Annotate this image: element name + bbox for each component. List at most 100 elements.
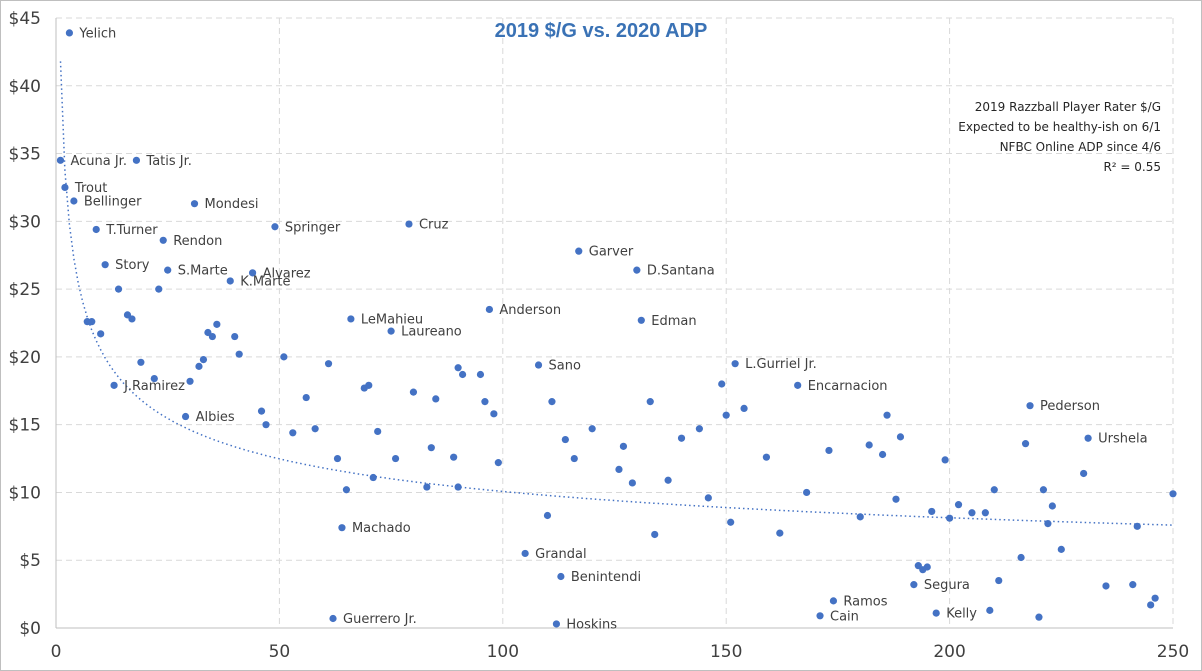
data-point (338, 524, 346, 532)
y-tick-label: $45 (9, 9, 41, 29)
data-point (995, 576, 1003, 585)
data-point (722, 411, 730, 419)
point-label: Kelly (946, 607, 977, 622)
data-point (387, 327, 395, 335)
point-label: Edman (651, 314, 696, 329)
data-point (570, 454, 578, 463)
data-point (521, 549, 529, 558)
point-label: Cruz (419, 218, 449, 233)
axes: $0 $5 $10 $15 $20 $25 $30 $35 $40 $45 0 50 100 150 200… (9, 9, 1190, 662)
data-point (628, 479, 636, 487)
data-point (704, 494, 712, 502)
data-point (97, 330, 105, 338)
data-point (816, 612, 824, 620)
point-label: Alvarez (263, 266, 311, 281)
data-point (954, 501, 963, 509)
point-label: Albies (196, 410, 235, 425)
data-points (56, 29, 1177, 628)
point-label: LeMahieu (361, 312, 423, 327)
data-point (56, 156, 65, 164)
point-label: Anderson (499, 303, 561, 318)
data-point (731, 360, 739, 368)
data-point (619, 442, 628, 450)
x-tick-label: 150 (710, 642, 742, 662)
point-label: Grandal (535, 547, 586, 562)
data-point (981, 509, 989, 517)
data-point (280, 353, 288, 361)
y-tick-label: $40 (9, 77, 41, 97)
data-point (1048, 502, 1056, 510)
data-point (856, 513, 864, 521)
data-point (637, 316, 645, 324)
data-point (1129, 581, 1137, 589)
data-point (289, 429, 297, 437)
chart-note: Expected to be healthy-ish on 6/1 (958, 120, 1161, 134)
data-point (65, 29, 74, 37)
data-point (794, 381, 802, 389)
point-label: D.Santana (647, 264, 715, 279)
data-point (928, 507, 936, 516)
data-point (454, 483, 462, 491)
data-point (575, 247, 583, 255)
point-label: Acuna Jr. (70, 154, 127, 169)
data-point (1057, 545, 1065, 553)
x-tick-label: 100 (487, 642, 519, 662)
data-point (311, 425, 319, 433)
data-point (651, 530, 659, 539)
point-label: Hoskins (566, 617, 617, 632)
gridlines (56, 17, 1174, 628)
data-point (155, 285, 163, 293)
data-point (226, 277, 234, 285)
data-point (865, 441, 873, 449)
data-point (432, 395, 440, 403)
point-label: Encarnacion (808, 379, 888, 394)
point-label: J.Ramirez (123, 379, 185, 394)
data-point (329, 614, 337, 623)
data-point (664, 476, 672, 484)
data-point (919, 566, 927, 574)
data-point (231, 332, 239, 341)
y-tick-label: $0 (19, 619, 41, 639)
data-point (186, 377, 194, 385)
point-label: T.Turner (105, 223, 158, 238)
data-point (588, 425, 596, 433)
point-label: Yelich (78, 26, 116, 41)
data-point (485, 305, 493, 314)
data-point (896, 433, 905, 441)
data-point (423, 483, 431, 491)
y-tick-label: $15 (9, 416, 41, 436)
x-tick-label: 0 (51, 642, 62, 662)
data-point (271, 223, 279, 231)
chart-notes: 2019 Razzball Player Rater $/G Expected t… (958, 100, 1161, 174)
data-point (615, 465, 623, 473)
data-point (208, 332, 216, 341)
data-point (1080, 469, 1088, 478)
data-point (159, 236, 167, 244)
point-label: Benintendi (571, 570, 641, 585)
data-point (946, 514, 954, 522)
point-label: Machado (352, 521, 411, 536)
data-point (878, 450, 887, 459)
data-point (910, 581, 918, 589)
data-point (324, 360, 333, 368)
data-point (450, 453, 458, 461)
point-label: Story (115, 258, 150, 273)
data-point (1044, 520, 1052, 528)
point-label: Rendon (173, 234, 222, 249)
data-point (342, 486, 351, 494)
point-label: Laureano (401, 325, 462, 340)
chart-note: R² = 0.55 (1103, 160, 1161, 174)
data-point (164, 266, 172, 274)
data-point (1021, 440, 1030, 448)
data-point (199, 356, 208, 364)
data-point (1133, 522, 1141, 530)
point-label: Pederson (1040, 399, 1100, 414)
data-point (718, 380, 726, 388)
data-point (1151, 594, 1159, 602)
point-label: Springer (285, 220, 341, 235)
point-label: Trout (74, 181, 107, 196)
data-point (986, 606, 994, 614)
x-tick-label: 250 (1157, 642, 1189, 662)
data-point (883, 411, 891, 419)
